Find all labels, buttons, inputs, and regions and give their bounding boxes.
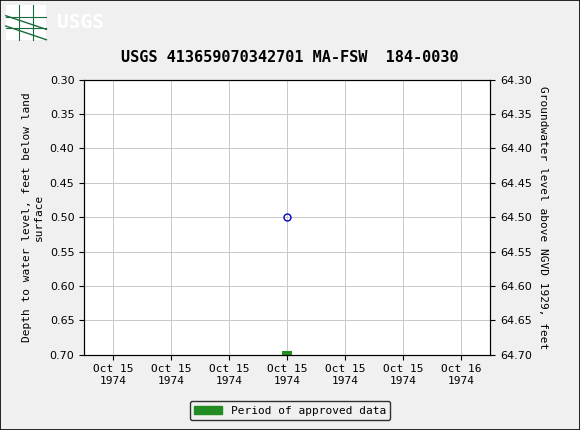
Bar	[282, 351, 292, 356]
Text: USGS: USGS	[57, 13, 104, 32]
Y-axis label: Depth to water level, feet below land
surface: Depth to water level, feet below land su…	[23, 92, 44, 342]
Legend: Period of approved data: Period of approved data	[190, 401, 390, 420]
Y-axis label: Groundwater level above NGVD 1929, feet: Groundwater level above NGVD 1929, feet	[538, 86, 548, 349]
Text: USGS 413659070342701 MA-FSW  184-0030: USGS 413659070342701 MA-FSW 184-0030	[121, 49, 459, 64]
Bar	[6, 6, 46, 40]
